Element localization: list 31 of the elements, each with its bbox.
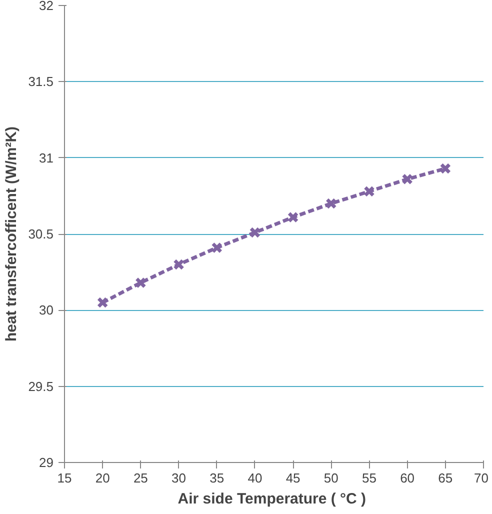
y-tick-label: 32 [39, 0, 54, 13]
y-tick-label: 30.5 [28, 226, 54, 242]
y-tick-label: 29 [39, 455, 54, 470]
x-tick-label: 25 [133, 470, 148, 486]
y-tick-label: 31.5 [28, 74, 54, 90]
x-tick-label: 70 [474, 470, 489, 486]
point [440, 162, 452, 174]
point [173, 258, 184, 270]
point [135, 277, 146, 288]
point [211, 242, 223, 254]
x-tick-label: 55 [362, 470, 376, 486]
x-tick-label: 60 [400, 470, 415, 486]
x-tick-label: 20 [95, 470, 110, 486]
point [364, 186, 375, 197]
x-tick-label: 45 [286, 470, 300, 486]
x-tick-label: 30 [172, 470, 186, 486]
y-tick-label: 30 [39, 302, 54, 318]
y-axis-title: heat transfercofficent (W/m²K) [3, 126, 20, 342]
point [325, 198, 337, 210]
y-tick-label: 29.5 [28, 378, 54, 394]
x-axis-title: Air side Temperature ( °C ) [178, 490, 366, 508]
x-tick-label: 35 [210, 470, 224, 486]
point [96, 296, 108, 308]
point [249, 226, 261, 238]
point [287, 212, 299, 223]
x-tick-label: 65 [438, 470, 453, 486]
x-tick-label: 50 [324, 470, 338, 486]
y-tick-label: 31 [39, 150, 54, 166]
x-tick-label: 40 [248, 470, 262, 486]
x-tick-label: 15 [57, 470, 72, 486]
point [402, 174, 413, 185]
